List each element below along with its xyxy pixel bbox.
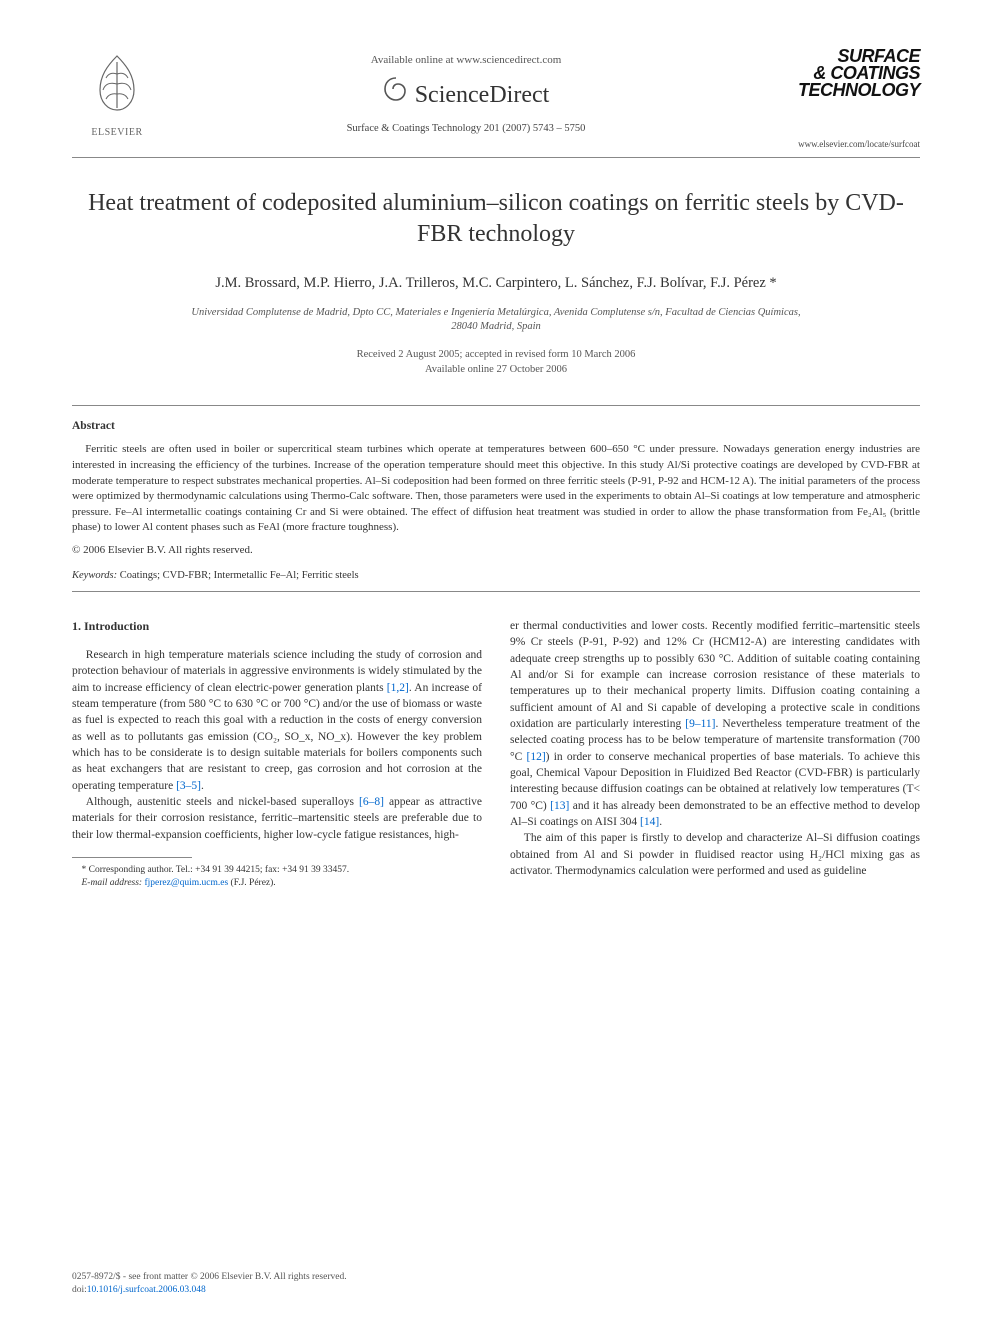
footer-front-matter: 0257-8972/$ - see front matter © 2006 El… (72, 1271, 920, 1284)
intro-p1-b: . An increase of steam temperature (from… (72, 682, 482, 792)
keywords-label: Keywords: (72, 570, 117, 581)
sciencedirect-swirl-icon (383, 76, 409, 102)
right-column: er thermal conductivities and lower cost… (510, 618, 920, 890)
dates-online: Available online 27 October 2006 (72, 363, 920, 378)
footnote-email-line: E-mail address: fjperez@quim.ucm.es (F.J… (72, 877, 482, 890)
elsevier-tree-icon (82, 48, 152, 118)
ref-link-13[interactable]: [13] (550, 800, 569, 812)
ref-link-12[interactable]: [12] (527, 751, 546, 763)
intro-c2-a: er thermal conductivities and lower cost… (510, 620, 920, 730)
section-1-heading: 1. Introduction (72, 618, 482, 635)
abstract-bottom-rule (72, 591, 920, 592)
authors-line: J.M. Brossard, M.P. Hierro, J.A. Triller… (72, 275, 920, 292)
sciencedirect-logo: ScienceDirect (162, 76, 770, 109)
ref-link-14[interactable]: [14] (640, 816, 659, 828)
journal-logo-block: SURFACE & COATINGS TECHNOLOGY www.elsevi… (770, 48, 920, 149)
intro-para-2-cont: er thermal conductivities and lower cost… (510, 618, 920, 830)
sciencedirect-wordmark: ScienceDirect (415, 82, 550, 109)
body-columns: 1. Introduction Research in high tempera… (72, 618, 920, 890)
doi-link[interactable]: 10.1016/j.surfcoat.2006.03.048 (87, 1285, 206, 1295)
intro-para-3: The aim of this paper is firstly to deve… (510, 830, 920, 879)
footnote-email[interactable]: fjperez@quim.ucm.es (144, 878, 228, 888)
copyright-line: © 2006 Elsevier B.V. All rights reserved… (72, 544, 920, 556)
footer-doi-line: doi:10.1016/j.surfcoat.2006.03.048 (72, 1284, 920, 1297)
intro-para-2: Although, austenitic steels and nickel-b… (72, 794, 482, 843)
abstract-body: Ferritic steels are often used in boiler… (72, 442, 920, 536)
center-header: Available online at www.sciencedirect.co… (162, 48, 770, 134)
keywords-line: Keywords: Coatings; CVD-FBR; Intermetall… (72, 570, 920, 581)
corresponding-author-footnote: * Corresponding author. Tel.: +34 91 39 … (72, 864, 482, 890)
abstract-heading: Abstract (72, 420, 920, 432)
ref-link-6-8[interactable]: [6–8] (359, 796, 384, 808)
doi-label: doi: (72, 1285, 87, 1295)
elsevier-logo-block: ELSEVIER (72, 48, 162, 138)
available-online-text: Available online at www.sciencedirect.co… (162, 54, 770, 66)
journal-logo: SURFACE & COATINGS TECHNOLOGY (770, 48, 920, 99)
footnote-email-name: (F.J. Pérez). (228, 878, 276, 888)
intro-para-1: Research in high temperature materials s… (72, 647, 482, 794)
page-footer: 0257-8972/$ - see front matter © 2006 El… (72, 1271, 920, 1297)
intro-p2-a: Although, austenitic steels and nickel-b… (86, 796, 359, 808)
page-header: ELSEVIER Available online at www.science… (72, 48, 920, 149)
header-rule (72, 157, 920, 158)
keywords-text: Coatings; CVD-FBR; Intermetallic Fe–Al; … (117, 570, 358, 581)
intro-c2-e: . (659, 816, 662, 828)
abstract-top-rule (72, 405, 920, 406)
intro-p1-c: . (201, 780, 204, 792)
article-dates: Received 2 August 2005; accepted in revi… (72, 348, 920, 377)
affiliation-line1: Universidad Complutense de Madrid, Dpto … (72, 306, 920, 320)
journal-citation: Surface & Coatings Technology 201 (2007)… (162, 123, 770, 134)
footnote-rule (72, 857, 192, 858)
footnote-corr: * Corresponding author. Tel.: +34 91 39 … (72, 864, 482, 877)
journal-logo-line3: TECHNOLOGY (770, 82, 920, 99)
journal-url: www.elsevier.com/locate/surfcoat (770, 139, 920, 149)
article-title: Heat treatment of codeposited aluminium–… (72, 188, 920, 250)
elsevier-label: ELSEVIER (72, 127, 162, 138)
ref-link-9-11[interactable]: [9–11] (685, 718, 715, 730)
ref-link-1-2[interactable]: [1,2] (387, 682, 409, 694)
intro-c2-d: and it has already been demonstrated to … (510, 800, 920, 828)
affiliation-line2: 28040 Madrid, Spain (72, 320, 920, 334)
affiliation: Universidad Complutense de Madrid, Dpto … (72, 306, 920, 334)
ref-link-3-5[interactable]: [3–5] (176, 780, 201, 792)
dates-received: Received 2 August 2005; accepted in revi… (72, 348, 920, 363)
left-column: 1. Introduction Research in high tempera… (72, 618, 482, 890)
footnote-email-label: E-mail address: (82, 878, 145, 888)
